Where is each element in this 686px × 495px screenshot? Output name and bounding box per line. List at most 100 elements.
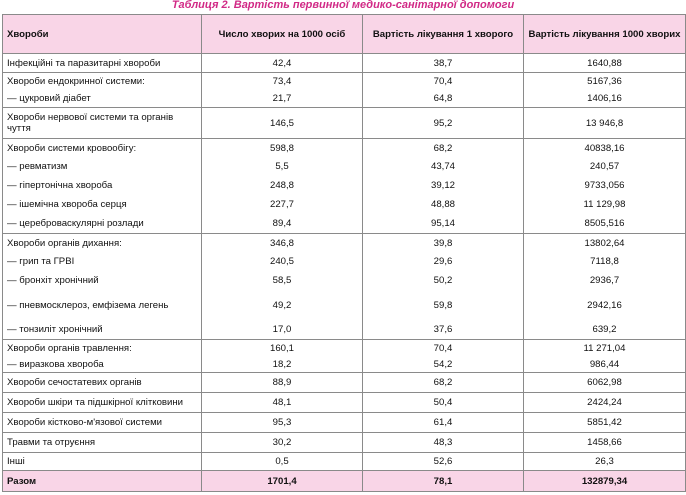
cost-per-patient-value: 50,2 [362,271,524,290]
patients-value: 89,4 [201,214,363,234]
cost-per-1000-value: 26,3 [523,452,686,471]
patients-value: 48,1 [201,392,363,413]
cost-per-1000-value: 5851,42 [523,412,686,433]
table-row: Хвороби сечостатевих органів 88,9 68,2 6… [2,372,686,393]
cost-per-patient-value: 61,4 [362,412,524,433]
total-label: Разом [2,470,202,492]
table-row: — бронхіт хронічний 58,5 50,2 2936,7 [2,271,686,290]
cost-per-1000-value: 8505,516 [523,214,686,234]
header-cost-per-1000: Вартість лікування 1000 хворих [523,14,686,54]
table-row: — ішемічна хвороба серця 227,7 48,88 11 … [2,195,686,214]
patients-value: 58,5 [201,271,363,290]
cost-per-1000-value: 2942,16 [523,290,686,320]
disease-name: — виразкова хвороба [2,356,202,373]
cost-per-1000-value: 11 271,04 [523,339,686,356]
table-row: — ревматизм 5,5 43,74 240,57 [2,157,686,176]
cost-per-patient-value: 48,88 [362,195,524,214]
disease-name: Хвороби шкіри та підшкірної клітковини [2,392,202,413]
disease-name: Хвороби органів дихання: [2,233,202,252]
cost-per-patient-value: 64,8 [362,90,524,108]
cost-per-1000-value: 13802,64 [523,233,686,252]
cost-per-1000-value: 2424,24 [523,392,686,413]
header-row: Хвороби Число хворих на 1000 осіб Вартіс… [2,14,686,54]
table-row: Травми та отруєння 30,2 48,3 1458,66 [2,432,686,453]
cost-per-patient-value: 50,4 [362,392,524,413]
cost-per-patient-value: 95,14 [362,214,524,234]
cost-per-1000-value: 1458,66 [523,432,686,453]
cost-per-1000-value: 639,2 [523,320,686,340]
cost-per-1000-value: 2936,7 [523,271,686,290]
table-row: Хвороби нервової системи та органів чутт… [2,107,686,139]
table-row: Хвороби системи кровообігу: 598,8 68,2 4… [2,138,686,157]
disease-name: — ревматизм [2,157,202,176]
table-row: Хвороби органів травлення: 160,1 70,4 11… [2,339,686,356]
total-cost-per-patient-value: 78,1 [362,470,524,492]
patients-value: 598,8 [201,138,363,157]
cost-per-1000-value: 240,57 [523,157,686,176]
total-row: Разом 1701,4 78,1 132879,34 [2,470,686,492]
patients-value: 227,7 [201,195,363,214]
cost-per-patient-value: 68,2 [362,372,524,393]
table-row: Хвороби кістково-м'язової системи 95,3 6… [2,412,686,433]
table-caption: Таблиця 2. Вартість первинної медико-сан… [171,0,515,11]
disease-name: — тонзиліт хронічний [2,320,202,340]
cost-per-patient-value: 59,8 [362,290,524,320]
disease-name: — цукровий діабет [2,90,202,108]
cost-per-patient-value: 70,4 [362,339,524,356]
table-row: — грип та ГРВІ 240,5 29,6 7118,8 [2,252,686,271]
patients-value: 88,9 [201,372,363,393]
header-diseases: Хвороби [2,14,202,54]
disease-name: Інші [2,452,202,471]
cost-per-1000-value: 11 129,98 [523,195,686,214]
header-patients-per-1000: Число хворих на 1000 осіб [201,14,363,54]
cost-per-patient-value: 68,2 [362,138,524,157]
disease-name: Хвороби ендокринної системи: [2,72,202,90]
patients-value: 240,5 [201,252,363,271]
cost-per-1000-value: 6062,98 [523,372,686,393]
cost-per-1000-value: 7118,8 [523,252,686,271]
table-row: Інфекційні та паразитарні хвороби 42,4 3… [2,53,686,73]
cost-per-patient-value: 38,7 [362,53,524,73]
patients-value: 346,8 [201,233,363,252]
disease-name: Хвороби кістково-м'язової системи [2,412,202,433]
table-row: Хвороби ендокринної системи: 73,4 70,4 5… [2,72,686,90]
table-row: — цукровий діабет 21,7 64,8 1406,16 [2,90,686,108]
patients-value: 18,2 [201,356,363,373]
cost-per-patient-value: 95,2 [362,107,524,139]
cost-per-1000-value: 986,44 [523,356,686,373]
disease-name: Хвороби нервової системи та органів чутт… [2,107,202,139]
patients-value: 0,5 [201,452,363,471]
disease-name: Хвороби сечостатевих органів [2,372,202,393]
patients-value: 5,5 [201,157,363,176]
cost-table: Хвороби Число хворих на 1000 осіб Вартіс… [2,14,686,492]
disease-name: Травми та отруєння [2,432,202,453]
cost-per-patient-value: 29,6 [362,252,524,271]
cost-per-1000-value: 40838,16 [523,138,686,157]
disease-name: — пневмосклероз, емфізема легень [2,290,202,320]
cost-per-1000-value: 1640,88 [523,53,686,73]
patients-value: 160,1 [201,339,363,356]
cost-per-patient-value: 70,4 [362,72,524,90]
disease-name: Хвороби органів травлення: [2,339,202,356]
disease-name: — гіпертонічна хвороба [2,176,202,195]
disease-name: — цереброваскулярні розлади [2,214,202,234]
disease-name: Інфекційні та паразитарні хвороби [2,53,202,73]
patients-value: 248,8 [201,176,363,195]
disease-name: — грип та ГРВІ [2,252,202,271]
patients-value: 21,7 [201,90,363,108]
patients-value: 49,2 [201,290,363,320]
disease-name: — ішемічна хвороба серця [2,195,202,214]
table-row: — цереброваскулярні розлади 89,4 95,14 8… [2,214,686,234]
cost-per-patient-value: 39,12 [362,176,524,195]
table-row: — тонзиліт хронічний 17,0 37,6 639,2 [2,320,686,340]
table-row: Хвороби шкіри та підшкірної клітковини 4… [2,392,686,413]
total-patients-value: 1701,4 [201,470,363,492]
cost-per-1000-value: 1406,16 [523,90,686,108]
cost-per-patient-value: 48,3 [362,432,524,453]
patients-value: 146,5 [201,107,363,139]
patients-value: 30,2 [201,432,363,453]
patients-value: 73,4 [201,72,363,90]
header-cost-per-patient: Вартість лікування 1 хворого [362,14,524,54]
disease-name: Хвороби системи кровообігу: [2,138,202,157]
